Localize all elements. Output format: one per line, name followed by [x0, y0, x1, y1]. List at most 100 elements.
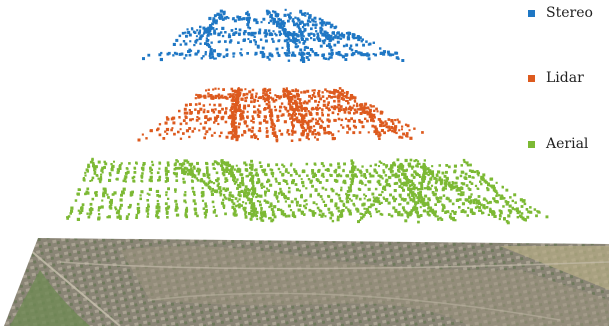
aerial-point: [461, 209, 465, 212]
stereo-point: [394, 51, 398, 55]
aerial-point: [244, 213, 247, 216]
aerial-point: [401, 164, 405, 168]
stereo-point: [189, 49, 193, 52]
aerial-point: [244, 185, 248, 189]
aerial-point: [439, 216, 442, 220]
stereo-point: [272, 40, 275, 43]
aerial-point: [423, 175, 427, 179]
stereo-point: [312, 33, 316, 37]
aerial-point: [466, 214, 469, 217]
aerial-point: [250, 193, 254, 196]
aerial-point: [475, 199, 478, 202]
stereo-point: [199, 29, 202, 32]
aerial-point: [253, 213, 257, 217]
stereo-point: [210, 41, 213, 44]
lidar-point: [271, 124, 274, 127]
lidar-point: [230, 105, 234, 109]
aerial-point: [347, 194, 350, 197]
aerial-point: [243, 192, 246, 196]
lidar-point: [203, 94, 207, 98]
lidar-point: [166, 132, 169, 135]
aerial-point: [115, 211, 119, 215]
lidar-point: [326, 118, 330, 122]
aerial-point: [461, 202, 465, 206]
stereo-point: [336, 40, 340, 44]
lidar-point: [253, 133, 256, 137]
stereo-point: [367, 43, 371, 46]
stereo-point: [232, 17, 235, 20]
aerial-point: [231, 205, 235, 209]
stereo-point: [282, 24, 286, 28]
lidar-point: [268, 110, 271, 114]
aerial-point: [483, 207, 486, 210]
lidar-point: [333, 99, 336, 103]
aerial-point: [417, 191, 420, 195]
stereo-point: [292, 36, 295, 40]
aerial-point: [464, 198, 468, 202]
aerial-point: [147, 203, 150, 206]
stereo-point: [327, 57, 330, 61]
lidar-point: [373, 109, 376, 112]
aerial-point: [499, 211, 503, 215]
aerial-point: [150, 172, 153, 175]
lidar-point: [358, 131, 362, 134]
lidar-point: [346, 124, 350, 128]
lidar-point: [368, 108, 372, 112]
aerial-point: [204, 210, 208, 214]
lidar-point: [275, 138, 279, 142]
lidar-point: [207, 95, 210, 98]
stereo-point: [276, 51, 279, 55]
stereo-point: [292, 20, 295, 24]
aerial-point: [355, 197, 358, 200]
aerial-point: [414, 204, 417, 207]
aerial-point: [468, 175, 471, 178]
lidar-point: [325, 131, 328, 134]
aerial-point: [438, 178, 441, 182]
stereo-point: [298, 52, 301, 56]
aerial-point: [277, 200, 280, 203]
stereo-point: [327, 42, 331, 46]
aerial-point: [70, 209, 74, 213]
aerial-point: [207, 181, 211, 184]
aerial-point: [175, 175, 178, 178]
lidar-point: [353, 99, 356, 102]
lidar-point: [204, 133, 207, 136]
lidar-point: [276, 119, 279, 122]
stereo-point: [344, 58, 348, 61]
aerial-point: [343, 162, 346, 166]
lidar-point: [321, 108, 324, 111]
lidar-point: [308, 94, 311, 98]
lidar-point: [350, 106, 354, 110]
aerial-point: [489, 200, 492, 204]
lidar-point: [206, 110, 210, 113]
stereo-point: [255, 21, 259, 25]
stereo-point: [366, 53, 370, 57]
lidar-point: [236, 94, 240, 97]
aerial-point: [165, 172, 168, 176]
aerial-point: [240, 173, 243, 177]
aerial-point: [501, 186, 504, 189]
lidar-point: [237, 134, 240, 138]
aerial-point: [511, 199, 514, 203]
lidar-point: [220, 117, 224, 121]
lidar-point: [290, 139, 294, 142]
aerial-point: [300, 195, 303, 198]
aerial-point: [350, 189, 353, 192]
stereo-point: [212, 17, 216, 21]
aerial-point: [245, 196, 249, 199]
aerial-point: [223, 163, 226, 166]
lidar-point: [307, 138, 310, 141]
aerial-point: [342, 169, 345, 173]
lidar-point: [379, 119, 382, 123]
stereo-point: [314, 26, 317, 29]
lidar-point: [367, 131, 370, 134]
aerial-point: [363, 174, 367, 178]
aerial-point: [433, 211, 436, 215]
lidar-point: [217, 122, 220, 126]
stereo-point: [352, 52, 356, 56]
aerial-point: [318, 213, 321, 216]
aerial-point: [271, 210, 275, 214]
stereo-point: [179, 43, 182, 46]
stereo-point: [217, 53, 221, 58]
aerial-point: [447, 183, 450, 186]
